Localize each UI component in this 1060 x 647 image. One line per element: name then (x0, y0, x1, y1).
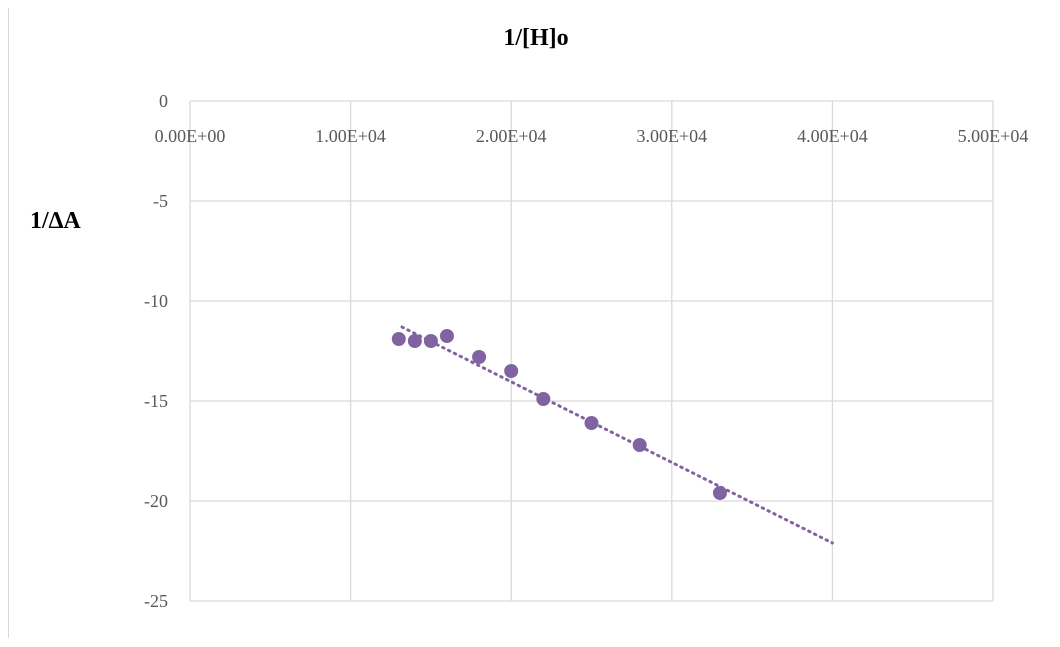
y-tick-label: -20 (144, 491, 168, 511)
data-point (391, 332, 406, 346)
grid-lines (189, 100, 994, 602)
data-point (584, 416, 599, 430)
y-tick-label: -10 (144, 291, 168, 311)
y-tick-label: -15 (144, 391, 168, 411)
x-tick-label: 5.00E+04 (958, 126, 1029, 146)
data-point (536, 392, 551, 406)
x-tick-label: 3.00E+04 (636, 126, 707, 146)
y-tick-label: -25 (144, 591, 168, 611)
y-tick-label: -5 (153, 191, 168, 211)
data-point (439, 329, 454, 343)
data-point (712, 486, 727, 500)
data-point (472, 350, 487, 364)
x-tick-label: 1.00E+04 (315, 126, 386, 146)
trendline-layer (400, 325, 834, 545)
chart-title: 1/[H]o (503, 25, 568, 51)
data-point (632, 438, 647, 452)
data-point (423, 334, 438, 348)
x-tick-label: 4.00E+04 (797, 126, 868, 146)
y-tick-label: 0 (159, 91, 168, 111)
y-axis-title: 1/∆A (30, 208, 81, 234)
chart-left-border (8, 8, 9, 638)
data-points (391, 329, 727, 500)
x-tick-label: 2.00E+04 (476, 126, 547, 146)
x-tick-label: 0.00E+00 (155, 126, 226, 146)
data-point (407, 334, 422, 348)
trendline (400, 325, 834, 545)
x-tick-labels: 0.00E+00 1.00E+04 2.00E+04 3.00E+04 4.00E+04… (155, 126, 1029, 146)
y-tick-labels: 0 -5 -10 -15 -20 -25 (144, 91, 168, 611)
data-point (504, 364, 519, 378)
